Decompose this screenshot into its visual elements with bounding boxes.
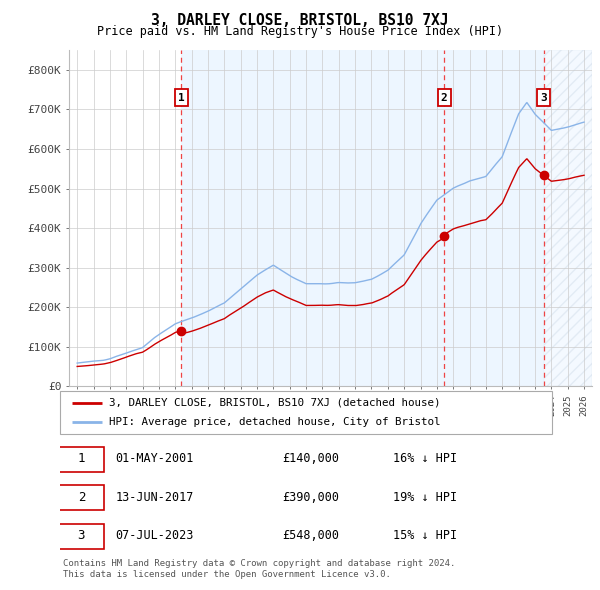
Bar	[544, 50, 592, 386]
Text: £548,000: £548,000	[282, 529, 339, 542]
Text: Contains HM Land Registry data © Crown copyright and database right 2024.
This d: Contains HM Land Registry data © Crown c…	[63, 559, 455, 579]
Text: 07-JUL-2023: 07-JUL-2023	[115, 529, 194, 542]
Text: 2: 2	[77, 490, 85, 504]
Text: 01-MAY-2001: 01-MAY-2001	[115, 452, 194, 465]
Text: £140,000: £140,000	[282, 452, 339, 465]
Text: 16% ↓ HPI: 16% ↓ HPI	[392, 452, 457, 465]
FancyBboxPatch shape	[59, 485, 104, 510]
Text: 3: 3	[77, 529, 85, 542]
Text: 2: 2	[441, 93, 448, 103]
Text: 3: 3	[540, 93, 547, 103]
Text: Price paid vs. HM Land Registry's House Price Index (HPI): Price paid vs. HM Land Registry's House …	[97, 25, 503, 38]
Text: 13-JUN-2017: 13-JUN-2017	[115, 490, 194, 504]
Text: 3, DARLEY CLOSE, BRISTOL, BS10 7XJ (detached house): 3, DARLEY CLOSE, BRISTOL, BS10 7XJ (deta…	[109, 398, 440, 408]
Text: 19% ↓ HPI: 19% ↓ HPI	[392, 490, 457, 504]
FancyBboxPatch shape	[59, 524, 104, 549]
Bar	[444, 50, 544, 386]
FancyBboxPatch shape	[59, 447, 104, 471]
Text: 15% ↓ HPI: 15% ↓ HPI	[392, 529, 457, 542]
FancyBboxPatch shape	[60, 391, 552, 434]
Text: £390,000: £390,000	[282, 490, 339, 504]
Text: 3, DARLEY CLOSE, BRISTOL, BS10 7XJ: 3, DARLEY CLOSE, BRISTOL, BS10 7XJ	[151, 13, 449, 28]
Bar	[181, 50, 444, 386]
Text: HPI: Average price, detached house, City of Bristol: HPI: Average price, detached house, City…	[109, 417, 440, 427]
Text: 1: 1	[178, 93, 185, 103]
Text: 1: 1	[77, 452, 85, 465]
